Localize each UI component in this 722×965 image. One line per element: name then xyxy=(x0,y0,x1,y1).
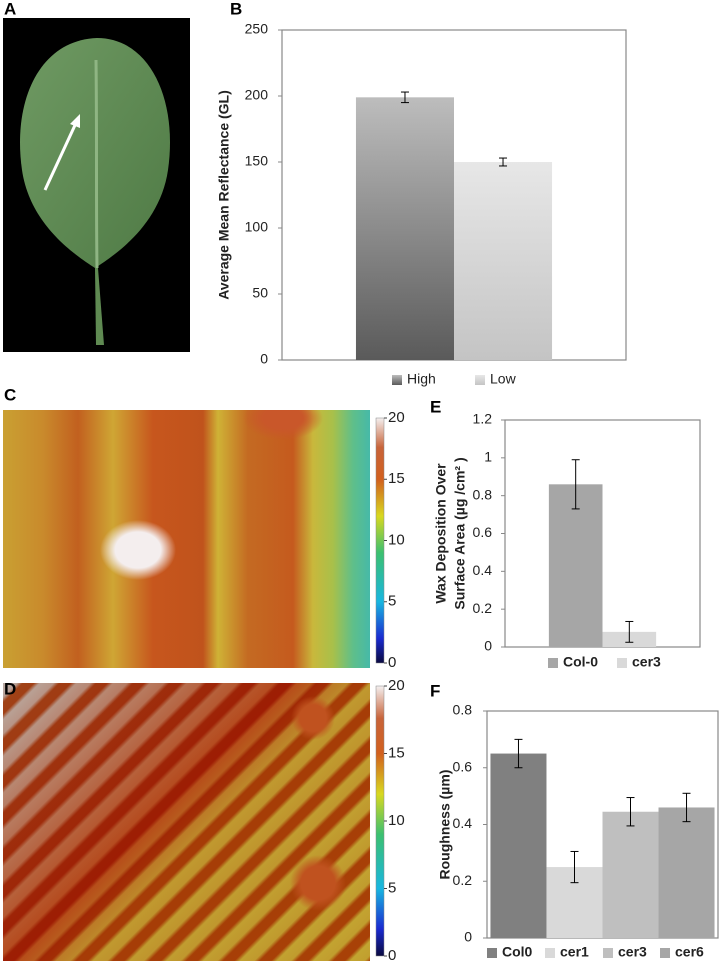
y-tick-label: 0.2 xyxy=(473,600,493,616)
arrow-head xyxy=(70,114,80,128)
panel-label: B xyxy=(230,0,242,18)
legend-swatch xyxy=(475,375,485,385)
y-tick-label: 200 xyxy=(245,87,269,103)
y-tick-label: 0.8 xyxy=(453,702,473,718)
panel-label: C xyxy=(4,385,16,404)
bar xyxy=(658,807,715,938)
y-tick-label: 100 xyxy=(245,219,269,235)
midrib xyxy=(94,59,99,269)
legend-label: Col-0 xyxy=(563,654,598,670)
colorbar-tick-label: 10 xyxy=(388,531,405,548)
colorbar-tick-label: 0 xyxy=(388,947,396,964)
y-axis-label: Roughness (µm) xyxy=(437,770,453,880)
bar xyxy=(548,484,603,647)
panel-label: D xyxy=(4,679,16,698)
legend-swatch xyxy=(548,658,558,668)
legend-label: High xyxy=(407,371,436,387)
panel-label: F xyxy=(430,681,440,700)
bar xyxy=(355,97,454,360)
colorbar-tick-label: 15 xyxy=(388,744,405,761)
y-tick-label: 150 xyxy=(245,153,269,169)
bar xyxy=(602,811,659,938)
legend-swatch xyxy=(660,948,670,958)
bar xyxy=(490,753,547,938)
y-tick-label: 0.4 xyxy=(453,815,473,831)
colorbar xyxy=(375,685,385,957)
y-tick-label: 0 xyxy=(484,638,492,654)
y-tick-label: 0.4 xyxy=(473,562,493,578)
y-tick-label: 1 xyxy=(484,449,492,465)
colorbar-tick-label: 5 xyxy=(388,593,396,610)
legend-swatch xyxy=(487,948,497,958)
y-tick-label: 1.2 xyxy=(473,411,493,427)
petiole xyxy=(95,268,104,345)
error-bar xyxy=(400,91,409,104)
y-tick-label: 250 xyxy=(245,21,269,37)
colorbar xyxy=(375,417,385,664)
error-bar xyxy=(625,620,634,643)
error-bar xyxy=(570,850,579,884)
height-map-c xyxy=(3,410,370,668)
y-axis-label: Surface Area (µg /cm² ) xyxy=(452,457,468,609)
error-bar xyxy=(682,792,691,823)
panel-label: A xyxy=(4,0,16,18)
legend-swatch xyxy=(617,658,627,668)
legend-label: Low xyxy=(490,371,517,387)
legend-label: cer1 xyxy=(560,944,589,960)
y-tick-label: 0 xyxy=(464,929,472,945)
y-tick-label: 0 xyxy=(260,351,268,367)
error-bar xyxy=(514,738,523,769)
legend-swatch xyxy=(545,948,555,958)
legend-label: Col0 xyxy=(502,944,533,960)
arrow-shaft xyxy=(43,122,78,191)
y-axis-label: Wax Deposition Over xyxy=(433,463,449,604)
colorbar-tick-label: 5 xyxy=(388,879,396,896)
error-bar xyxy=(626,797,635,827)
y-tick-label: 0.6 xyxy=(473,524,493,540)
panel-label: E xyxy=(430,397,441,416)
legend-label: cer3 xyxy=(618,944,647,960)
error-bar xyxy=(571,459,580,510)
y-tick-label: 0.6 xyxy=(453,758,473,774)
colorbar-tick-label: 15 xyxy=(388,470,405,487)
y-axis-label: Average Mean Reflectance (GL) xyxy=(216,90,232,300)
colorbar-tick-label: 20 xyxy=(388,409,405,426)
bar xyxy=(454,162,553,360)
colorbar-tick-label: 20 xyxy=(388,677,405,694)
height-map-d xyxy=(3,683,370,961)
y-tick-label: 0.2 xyxy=(453,872,473,888)
legend-swatch xyxy=(392,375,402,385)
y-tick-label: 0.8 xyxy=(473,486,493,502)
colorbar-tick-label: 10 xyxy=(388,812,405,829)
error-bar xyxy=(499,157,508,167)
colorbar-tick-label: 0 xyxy=(388,654,396,671)
legend-label: cer3 xyxy=(632,654,661,670)
legend-label: cer6 xyxy=(675,944,704,960)
y-tick-label: 50 xyxy=(252,285,268,301)
legend-swatch xyxy=(603,948,613,958)
